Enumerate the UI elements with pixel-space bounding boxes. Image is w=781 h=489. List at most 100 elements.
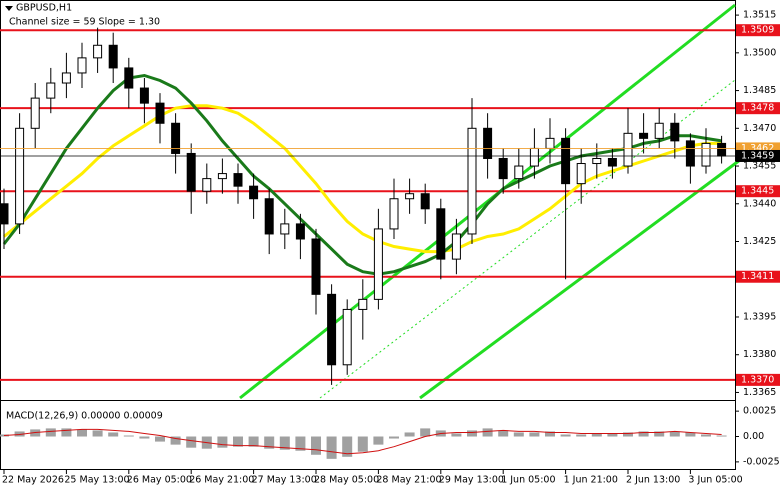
macd-bar	[295, 436, 306, 451]
menu-icon	[5, 6, 13, 11]
candle-body	[467, 127, 477, 235]
y-tick-label: 1.3515	[743, 10, 776, 21]
candle-body	[108, 44, 118, 69]
macd-bar	[498, 430, 509, 437]
y-tick-label: -0.0025	[743, 456, 780, 467]
x-tick-label: 3 Jun 05:00	[688, 475, 742, 486]
x-tick-label: 22 May 2026	[2, 475, 64, 486]
y-tick-label: 1.3395	[743, 311, 776, 322]
macd-bar	[607, 433, 618, 437]
candle-body	[327, 293, 337, 366]
channel-upper	[239, 3, 736, 400]
y-tick-label: 1.3380	[743, 349, 776, 360]
chart-subtitle: Channel size = 59 Slope = 1.30	[9, 17, 160, 28]
macd-bar	[45, 428, 56, 437]
macd-bar	[170, 436, 181, 445]
macd-bar	[77, 429, 87, 437]
macd-bar	[669, 431, 680, 437]
candle-body	[264, 198, 274, 235]
y-tick-label: 0.00	[743, 431, 764, 442]
x-tick-label: 28 May 21:00	[376, 475, 441, 486]
macd-bar	[248, 436, 259, 447]
candle-body	[295, 223, 305, 240]
price-tag: 1.3411	[736, 270, 780, 283]
candle-body	[420, 193, 430, 210]
candle-body	[717, 142, 727, 157]
price-tag-box	[736, 102, 780, 115]
macd-bar	[591, 433, 602, 437]
x-tick-label: 25 May 13:00	[64, 475, 129, 486]
price-tag-box	[736, 185, 780, 198]
macd-bar	[14, 431, 25, 437]
moving-average	[2, 73, 722, 276]
candle-body	[670, 122, 680, 142]
candle-body	[529, 147, 539, 167]
y-tick-label: 1.3485	[743, 85, 776, 96]
candle-body	[545, 137, 555, 149]
x-tick-label: 1 Jun 05:00	[501, 475, 555, 486]
macd-bar	[513, 432, 524, 437]
price-tag: 1.3459	[736, 149, 780, 162]
candle-body	[233, 173, 243, 187]
macd-bar	[264, 436, 275, 449]
candle-body	[405, 193, 415, 200]
price-tag-label: 1.3445	[741, 186, 774, 197]
y-tick-label: 1.3440	[743, 198, 776, 209]
macd-bar	[529, 432, 540, 437]
candle-body	[498, 157, 508, 180]
x-tick-label: 26 May 21:00	[189, 475, 254, 486]
candle-body	[607, 157, 617, 167]
candle-body	[451, 233, 461, 260]
macd-title: MACD(12,26,9) 0.00000 0.00009	[6, 411, 163, 422]
macd-bar	[654, 431, 665, 437]
candle-body	[514, 165, 524, 180]
price-tag-label: 1.3459	[741, 150, 774, 161]
price-tag-label: 1.3478	[741, 103, 774, 114]
candle-body	[342, 308, 352, 366]
y-tick-label: 1.3365	[743, 387, 776, 398]
candle-body	[77, 57, 87, 74]
macd-bar	[233, 436, 243, 447]
channel-lower	[419, 158, 741, 400]
x-tick-label: 2 Jun 13:00	[626, 475, 680, 486]
macd-bar	[716, 435, 727, 437]
candle-body	[623, 132, 633, 167]
macd-bar	[404, 432, 415, 437]
candle-body	[701, 142, 711, 167]
macd-bar	[61, 428, 72, 437]
candle-body	[373, 228, 383, 300]
macd-bar	[701, 434, 711, 437]
candle-body	[171, 122, 181, 154]
macd-bar	[467, 430, 477, 437]
macd-bar	[685, 432, 696, 437]
price-tag-box	[736, 24, 780, 37]
moving-average	[3, 104, 722, 254]
y-tick-label: 1.3425	[743, 236, 776, 247]
macd-bar	[545, 431, 555, 437]
macd-bar	[451, 433, 462, 437]
price-tag-box	[736, 149, 780, 162]
macd-bar	[139, 436, 150, 439]
macd-bar	[155, 436, 165, 442]
x-tick-label: 27 May 13:00	[252, 475, 317, 486]
price-tag: 1.3478	[736, 102, 780, 115]
macd-bar	[186, 436, 197, 448]
candle-body	[685, 140, 695, 167]
x-tick-label: 29 May 13:00	[439, 475, 504, 486]
candle-body	[561, 137, 571, 185]
macd-bar	[92, 430, 103, 437]
candle-body	[639, 132, 649, 139]
candle-body	[186, 152, 196, 192]
price-tag: 1.3370	[736, 373, 780, 386]
candle-body	[576, 163, 586, 185]
channel-middle	[319, 79, 736, 399]
macd-bar	[123, 435, 134, 437]
macd-bar	[623, 432, 633, 437]
y-tick-label: 1.3470	[743, 123, 776, 134]
candle-body	[93, 44, 103, 59]
candle-body	[280, 223, 290, 235]
macd-bar	[420, 428, 431, 437]
macd-bar	[389, 436, 399, 439]
macd-bar	[482, 428, 493, 437]
